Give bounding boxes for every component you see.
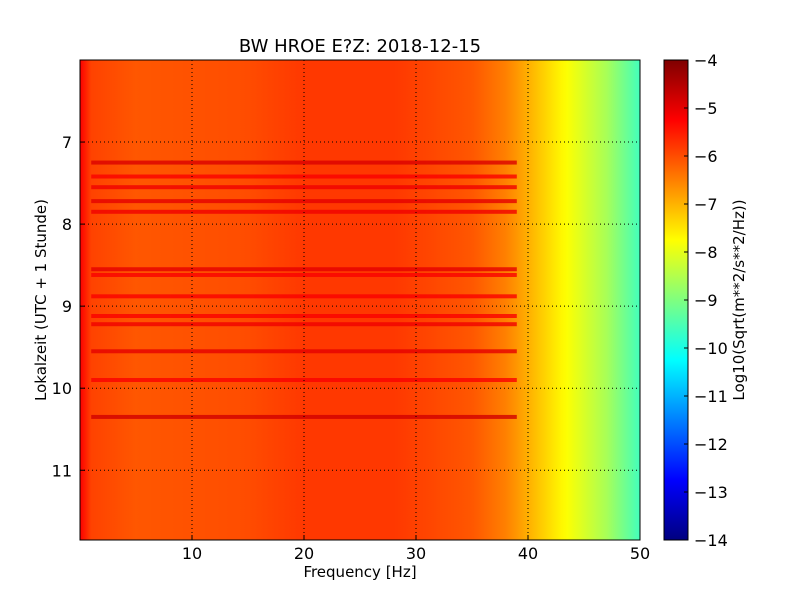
x-tick-label: 20 bbox=[294, 544, 314, 563]
colorbar-tick-label: −12 bbox=[694, 435, 728, 454]
colorbar-tick-label: −8 bbox=[694, 243, 718, 262]
spectrogram-heatmap bbox=[80, 60, 640, 540]
colorbar-tick-label: −9 bbox=[694, 291, 718, 310]
plot-frame bbox=[79, 59, 641, 541]
y-tick-label: 11 bbox=[52, 461, 72, 480]
colorbar-ticks: −4 −5 −6 −7 −8 −9 −10 −11 −12 −13 −14 bbox=[684, 51, 728, 550]
chart-title: BW HROE E?Z: 2018-12-15 bbox=[239, 36, 481, 57]
colorbar-tick-label: −10 bbox=[694, 339, 728, 358]
colorbar-tick-label: −11 bbox=[694, 387, 728, 406]
colorbar-tick-label: −5 bbox=[694, 99, 718, 118]
x-tick-label: 40 bbox=[518, 544, 538, 563]
heatmap-background bbox=[80, 60, 640, 540]
y-tick-label: 10 bbox=[52, 379, 72, 398]
x-axis-ticks: 10 20 30 40 50 bbox=[182, 535, 650, 563]
y-axis-label: Lokalzeit (UTC + 1 Stunde) bbox=[32, 199, 50, 401]
x-tick-label: 30 bbox=[406, 544, 426, 563]
heatmap-band bbox=[91, 160, 517, 165]
colorbar-tick-label: −14 bbox=[694, 531, 728, 550]
y-tick-label: 8 bbox=[62, 215, 72, 234]
heatmap-band bbox=[91, 272, 517, 277]
x-tick-label: 50 bbox=[630, 544, 650, 563]
colorbar-tick-label: −4 bbox=[694, 51, 718, 70]
heatmap-band bbox=[91, 185, 517, 190]
grid-lines bbox=[80, 60, 640, 540]
y-axis-ticks: 7 8 9 10 11 bbox=[52, 133, 85, 480]
heatmap-band bbox=[91, 349, 517, 354]
x-tick-label: 10 bbox=[182, 544, 202, 563]
colorbar-tick-label: −7 bbox=[694, 195, 718, 214]
y-tick-label: 9 bbox=[62, 297, 72, 316]
heatmap-band bbox=[91, 209, 517, 214]
colorbar-tick-label: −13 bbox=[694, 483, 728, 502]
colorbar-tick-label: −6 bbox=[694, 147, 718, 166]
y-tick-label: 7 bbox=[62, 133, 72, 152]
heatmap-band bbox=[91, 199, 517, 204]
colorbar-label: Log10(Sqrt(m**2/s**2/Hz)) bbox=[730, 199, 748, 400]
heatmap-band bbox=[91, 267, 517, 272]
x-axis-label: Frequency [Hz] bbox=[303, 563, 416, 581]
